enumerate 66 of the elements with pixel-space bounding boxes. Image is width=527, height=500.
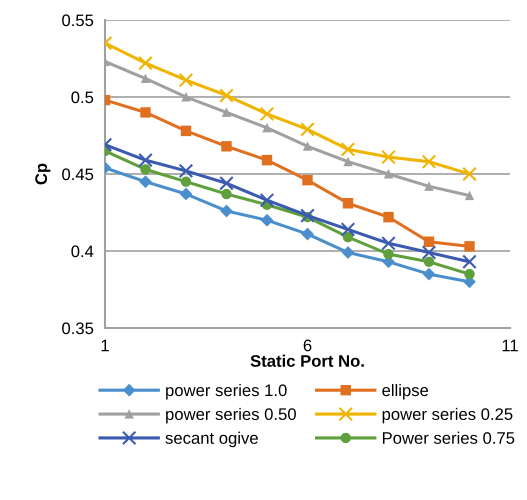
y-axis-title: Cp <box>35 164 50 184</box>
point <box>262 154 272 166</box>
point <box>181 92 191 102</box>
point <box>342 246 354 259</box>
point <box>301 228 314 240</box>
point <box>262 123 272 132</box>
point <box>342 198 354 208</box>
point <box>221 188 232 200</box>
point <box>462 254 477 270</box>
x-tick-label: 11 <box>502 340 518 352</box>
legend-label: ellipse <box>382 384 428 400</box>
point <box>220 204 233 218</box>
point <box>138 56 153 70</box>
legend-label: power series 1.0 <box>166 384 287 400</box>
x-tick-label: 6 <box>304 340 312 352</box>
point <box>384 169 394 179</box>
point <box>424 236 434 247</box>
y-tick-label: 0.55 <box>62 14 94 26</box>
point <box>180 126 192 136</box>
point <box>180 176 192 187</box>
point <box>300 208 315 223</box>
point <box>140 164 151 175</box>
point <box>222 108 232 117</box>
point <box>343 157 353 166</box>
point <box>140 74 150 84</box>
point <box>422 268 436 280</box>
point <box>260 214 274 226</box>
point <box>424 182 434 191</box>
point <box>260 106 274 122</box>
y-tick-label: 0.4 <box>71 245 94 258</box>
point <box>219 88 234 103</box>
point <box>178 72 194 88</box>
point <box>464 191 474 200</box>
legend-label: secant ogive <box>165 432 258 448</box>
legend-label: power series 0.25 <box>382 408 512 424</box>
point <box>424 256 434 267</box>
point <box>302 174 313 186</box>
point <box>340 222 356 237</box>
point <box>340 142 356 157</box>
y-tick-label: 0.5 <box>71 91 94 104</box>
point <box>422 245 436 260</box>
point <box>140 107 151 118</box>
point <box>221 141 232 152</box>
point <box>462 166 477 182</box>
point <box>178 164 194 178</box>
y-tick-label: 0.45 <box>62 168 94 180</box>
point <box>139 175 152 188</box>
x-axis-title: Static Port No. <box>250 354 364 367</box>
point <box>300 122 315 137</box>
point <box>464 268 475 280</box>
point <box>260 192 274 208</box>
point <box>422 154 436 169</box>
point <box>383 212 394 222</box>
point <box>464 241 475 252</box>
point <box>302 142 312 151</box>
point <box>180 188 192 200</box>
point <box>342 232 354 242</box>
y-tick-label: 0.35 <box>62 322 94 334</box>
point <box>381 150 396 164</box>
point <box>219 176 234 191</box>
point <box>381 236 396 251</box>
legend-label: power series 0.50 <box>166 408 296 424</box>
point <box>138 152 153 168</box>
legend-label: Power series 0.75 <box>382 432 514 444</box>
point <box>383 248 394 260</box>
x-tick-label: 1 <box>102 340 109 352</box>
